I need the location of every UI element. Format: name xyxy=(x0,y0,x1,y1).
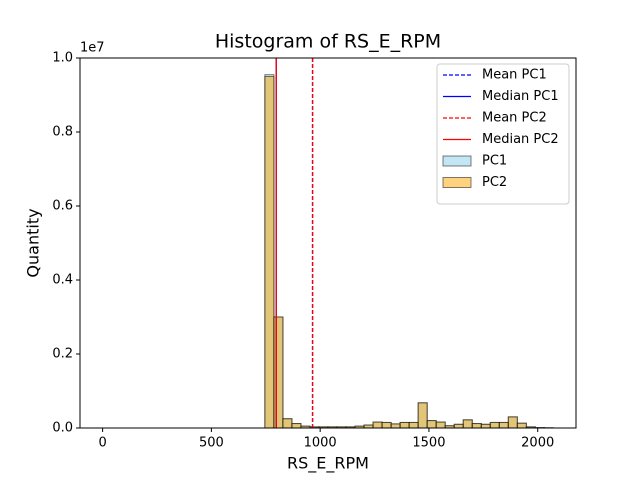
histogram-bar xyxy=(516,422,527,429)
y-tick-label: 1.0 xyxy=(52,51,73,66)
legend-label: Mean PC2 xyxy=(482,111,547,126)
x-tick-label: 1500 xyxy=(412,436,445,451)
histogram-bar xyxy=(372,421,383,429)
histogram-bar xyxy=(435,421,446,429)
histogram-bar xyxy=(282,418,293,429)
y-tick-label: 0.0 xyxy=(52,421,73,436)
histogram-bar xyxy=(390,423,401,429)
histogram-bar xyxy=(507,416,518,429)
y-offset-label: 1e7 xyxy=(80,41,105,56)
histogram-bar xyxy=(453,423,464,429)
axes-frame xyxy=(79,57,577,429)
x-axis-label: RS_E_RPM xyxy=(287,454,369,474)
histogram-bar xyxy=(480,423,491,429)
histogram-bar xyxy=(462,419,473,429)
legend-label: Mean PC1 xyxy=(482,68,547,83)
histogram-bar xyxy=(426,420,437,429)
y-tick-label: 0.6 xyxy=(52,199,73,214)
y-tick-label: 0.2 xyxy=(52,347,73,362)
histogram-bar xyxy=(273,316,284,429)
y-axis-label: Quantity xyxy=(24,208,43,277)
histogram-bar xyxy=(417,402,428,429)
histogram-bar xyxy=(489,421,500,429)
x-tick-label: 500 xyxy=(199,436,224,451)
legend-swatch xyxy=(442,177,472,188)
x-tick-label: 2000 xyxy=(521,436,554,451)
legend-box xyxy=(436,63,570,205)
histogram-bar xyxy=(471,423,482,429)
legend-swatch xyxy=(442,155,472,167)
histogram-bar xyxy=(498,421,509,429)
histogram-bar xyxy=(291,423,302,429)
legend-label: PC1 xyxy=(482,154,507,169)
legend-label: Median PC2 xyxy=(482,132,559,147)
y-tick-label: 0.4 xyxy=(52,273,73,288)
histogram-bar xyxy=(399,421,410,429)
y-tick-label: 0.8 xyxy=(52,125,73,140)
x-tick-label: 0 xyxy=(98,436,106,451)
histogram-bar xyxy=(381,421,392,429)
legend-label: Median PC1 xyxy=(482,89,559,104)
x-tick-label: 1000 xyxy=(304,436,337,451)
chart-title: Histogram of RS_E_RPM xyxy=(215,31,441,53)
histogram-bar xyxy=(264,76,275,429)
legend-label: PC2 xyxy=(482,175,507,190)
histogram-bar xyxy=(408,421,419,429)
